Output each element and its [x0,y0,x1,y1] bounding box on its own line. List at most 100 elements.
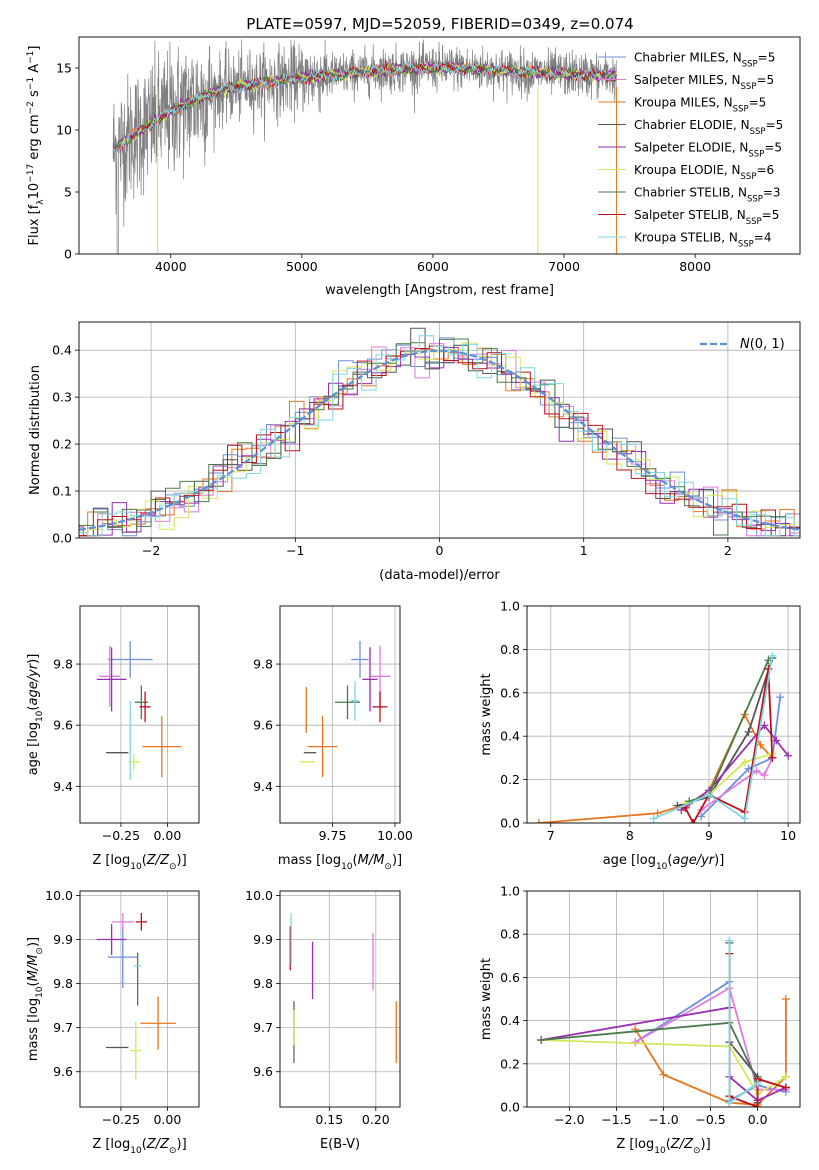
y-axis-label: mass [log10(M/M⊙)] [26,937,45,1061]
x-axis-label: mass [log10(M/M⊙)] [278,853,402,872]
age-vs-mass-marks [300,641,390,778]
x-tick-label: 8 [626,828,634,843]
x-tick-label: −0.25 [102,1112,140,1127]
error-cross-salpeter_elodie [362,647,378,712]
normal-curve [79,349,800,531]
plus-marker [760,771,769,780]
plus-marker [784,751,793,760]
y-tick-label: 0.2 [500,772,520,787]
y-tick-label: 9.4 [53,779,73,794]
y-tick-label: 9.6 [53,718,73,733]
y-axis-label: mass weight [479,958,494,1040]
residuals-panel: −2 −1 0 1 2 0.0 0.1 0.2 0.3 0.4 N(0, 1) (data-model… [28,321,801,583]
mass-vs-Z-panel: −0.25 0.00 9.6 9.7 9.8 9.9 10.0 Z [log10(Z/Z⊙)]… [26,888,200,1156]
y-axis-label: Flux [fλ10−17 erg cm−2 s−1 A−1] [26,46,46,246]
error-cross-salpeter_stelib [372,691,388,723]
plus-marker [725,936,734,945]
spectrum-panel: 4000 5000 6000 7000 8000 0 5 10 15 Chabrier MILES… [26,36,801,298]
y-tick-label: 9.7 [253,1020,273,1035]
y-axis-label: age [log10(age/yr)] [26,654,45,776]
model-spectrum-kroupa_stelib [112,60,617,155]
legend-entry: Salpeter MILES, NSSP=5 [634,73,774,92]
error-cross-salpeter_elodie [96,647,127,712]
y-tick-label: 0.0 [500,816,520,831]
x-tick-label: 0.20 [362,1112,390,1127]
legend-entry: Chabrier STELIB, NSSP=3 [634,186,781,205]
plus-marker [781,995,790,1003]
x-tick-label: 7000 [548,259,580,274]
y-tick-label: 0.6 [500,685,520,700]
mass-vs-EBV-frame [279,890,401,1108]
error-cross-kroupa_miles [142,716,182,778]
plus-marker [776,693,785,702]
y-tick-label: 0.3 [52,390,72,405]
error-cross-chabrier_miles [107,641,153,678]
error-cross-kroupa_stelib [351,680,359,721]
x-tick-label: 2 [724,543,732,558]
error-cross-salpeter_miles [99,645,120,707]
plus-marker [768,651,777,660]
y-tick-label: 9.6 [253,1064,273,1079]
weight-vs-Z-marks [537,936,790,1107]
y-tick-label: 9.8 [253,976,273,991]
plus-marker [772,736,781,745]
y-tick-label: 1.0 [500,884,520,899]
observed-spectrum [112,39,617,254]
figure-title: PLATE=0597, MJD=52059, FIBERID=0349, z=0… [246,15,633,33]
x-tick-label: 0 [436,543,444,558]
plus-marker [534,819,543,823]
histogram-salpeter_elodie [79,346,800,537]
y-tick-label: 10.0 [245,888,273,903]
x-axis-label: age [log10(age/yr)] [603,853,725,872]
x-tick-label: 9 [705,828,713,843]
y-tick-label: 9.6 [253,718,273,733]
x-tick-label: 1 [580,543,588,558]
legend-entry: Salpeter STELIB, NSSP=5 [634,208,779,227]
mass-vs-EBV-marks [289,913,397,1063]
x-tick-label: 0.00 [153,1112,181,1127]
y-tick-label: 9.7 [53,1020,73,1035]
x-axis-label: E(B-V) [320,1137,360,1152]
residuals-legend: N(0, 1) [700,337,785,352]
x-tick-label: −1 [286,543,304,558]
y-tick-label: 0.2 [500,1056,520,1071]
x-tick-label: 10 [780,828,796,843]
y-tick-label: 9.9 [53,932,73,947]
x-tick-label: −0.5 [695,1112,725,1127]
y-tick-label: 0.6 [500,970,520,985]
y-tick-label: 10.0 [45,888,73,903]
y-axis-label: mass weight [479,673,494,755]
x-tick-label: 0.15 [315,1112,343,1127]
x-tick-label: −2.0 [554,1112,584,1127]
plus-marker [752,766,761,775]
error-cross-salpeter_stelib [135,913,147,931]
error-cross-kroupa_miles [307,716,338,778]
plus-marker [744,727,753,736]
y-tick-label: 9.9 [253,932,273,947]
x-tick-label: 0.00 [153,828,181,843]
y-tick-label: 9.8 [53,976,73,991]
spectrum-legend: Chabrier MILES, NSSP=5 Salpeter MILES, NS… [598,51,783,250]
error-cross-salpeter_elodie [96,924,127,955]
x-tick-label: −1.0 [648,1112,678,1127]
mass-vs-EBV-panel: 0.15 0.20 9.6 9.7 9.8 9.9 10.0 E(B-V) [245,888,401,1152]
x-tick-label: 10.00 [377,828,413,843]
error-cross-chabrier_miles [351,641,369,678]
x-tick-label: 6000 [417,259,449,274]
histogram-salpeter_miles [79,343,800,537]
age-vs-mass-frame [279,605,401,824]
legend-entry: Kroupa ELODIE, NSSP=6 [634,163,774,182]
x-tick-label: −0.25 [102,828,140,843]
plus-marker [689,819,698,823]
y-tick-label: 0.1 [52,484,72,499]
legend-entry: N(0, 1) [740,337,785,352]
plus-marker [653,809,662,818]
histogram-kroupa_miles [79,347,800,537]
x-tick-label: 7 [547,828,555,843]
y-tick-label: 9.6 [53,1064,73,1079]
y-axis-label: Normed distribution [28,365,43,495]
legend-entry: Chabrier ELODIE, NSSP=5 [634,118,783,137]
x-tick-label: 9.75 [319,828,347,843]
y-tick-label: 0 [64,247,72,262]
